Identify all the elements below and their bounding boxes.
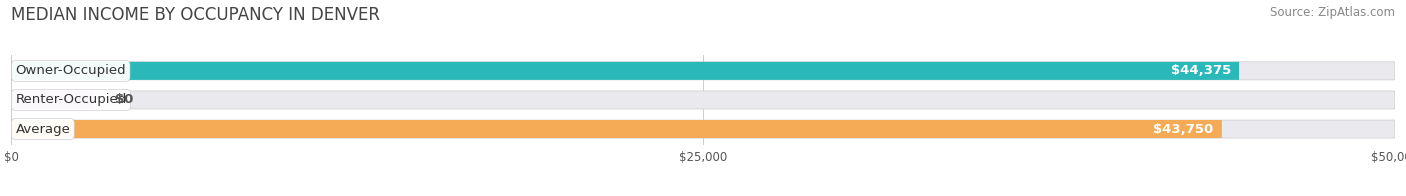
Text: $44,375: $44,375	[1171, 64, 1230, 77]
Text: Average: Average	[15, 122, 70, 136]
FancyBboxPatch shape	[11, 62, 1239, 80]
FancyBboxPatch shape	[11, 91, 1395, 109]
Text: Source: ZipAtlas.com: Source: ZipAtlas.com	[1270, 6, 1395, 19]
Text: $0: $0	[115, 93, 134, 106]
Text: $43,750: $43,750	[1153, 122, 1213, 136]
FancyBboxPatch shape	[11, 120, 1395, 138]
Text: Renter-Occupied: Renter-Occupied	[15, 93, 127, 106]
Text: Owner-Occupied: Owner-Occupied	[15, 64, 127, 77]
Text: MEDIAN INCOME BY OCCUPANCY IN DENVER: MEDIAN INCOME BY OCCUPANCY IN DENVER	[11, 6, 380, 24]
FancyBboxPatch shape	[11, 62, 1395, 80]
FancyBboxPatch shape	[11, 120, 1222, 138]
FancyBboxPatch shape	[11, 91, 94, 109]
